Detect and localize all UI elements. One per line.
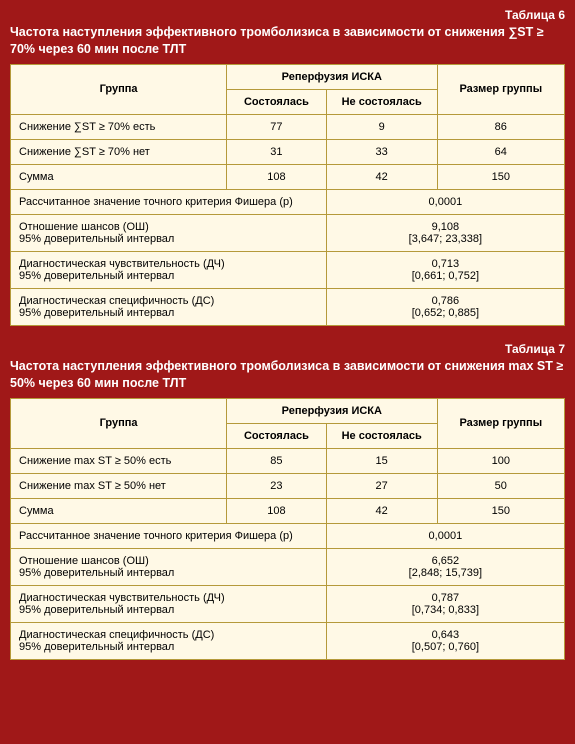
table-row: Сумма 108 42 150 <box>11 164 565 189</box>
stat-ci-value: [2,848; 15,739] <box>335 567 556 579</box>
cell: 150 <box>437 498 564 523</box>
cell: 77 <box>227 114 327 139</box>
stat-value-text: 0,786 <box>335 295 556 307</box>
stat-label: Диагностическая чувствительность (ДЧ) 95… <box>11 585 327 622</box>
th-yes: Состоялась <box>227 423 327 448</box>
stat-ci-label: 95% доверительный интервал <box>19 270 318 282</box>
stat-label-text: Диагностическая специфичность (ДС) <box>19 295 318 307</box>
stat-label-text: Диагностическая чувствительность (ДЧ) <box>19 258 318 270</box>
table-7: Группа Реперфузия ИСКА Размер группы Сос… <box>10 398 565 660</box>
stat-label: Отношение шансов (ОШ) 95% доверительный … <box>11 214 327 251</box>
page-container: Таблица 6 Частота наступления эффективно… <box>0 0 575 670</box>
row-label: Снижение max ST ≥ 50% есть <box>11 448 227 473</box>
th-yes: Состоялась <box>227 89 327 114</box>
stat-value-text: 0,643 <box>335 629 556 641</box>
stat-value-text: 0,713 <box>335 258 556 270</box>
stat-ci-value: [0,661; 0,752] <box>335 270 556 282</box>
table-row: Снижение max ST ≥ 50% есть 85 15 100 <box>11 448 565 473</box>
table-row: Снижение max ST ≥ 50% нет 23 27 50 <box>11 473 565 498</box>
th-group: Группа <box>11 64 227 114</box>
stat-value: 0,786 [0,652; 0,885] <box>326 288 564 325</box>
cell: 150 <box>437 164 564 189</box>
stat-ci-label: 95% доверительный интервал <box>19 233 318 245</box>
cell: 64 <box>437 139 564 164</box>
stat-ci-label: 95% доверительный интервал <box>19 307 318 319</box>
stat-ci-label: 95% доверительный интервал <box>19 567 318 579</box>
table-row: Сумма 108 42 150 <box>11 498 565 523</box>
stat-value: 6,652 [2,848; 15,739] <box>326 548 564 585</box>
stat-row: Диагностическая чувствительность (ДЧ) 95… <box>11 585 565 622</box>
stat-label-text: Отношение шансов (ОШ) <box>19 221 318 233</box>
stat-value-text: 0,787 <box>335 592 556 604</box>
stat-row: Диагностическая специфичность (ДС) 95% д… <box>11 622 565 659</box>
stat-value: 9,108 [3,647; 23,338] <box>326 214 564 251</box>
stat-row: Отношение шансов (ОШ) 95% доверительный … <box>11 548 565 585</box>
th-group: Группа <box>11 398 227 448</box>
stat-label-text: Диагностическая специфичность (ДС) <box>19 629 318 641</box>
th-reperf: Реперфузия ИСКА <box>227 398 438 423</box>
stat-value: 0,0001 <box>326 189 564 214</box>
th-size: Размер группы <box>437 64 564 114</box>
stat-ci-value: [3,647; 23,338] <box>335 233 556 245</box>
stat-ci-value: [0,734; 0,833] <box>335 604 556 616</box>
table-6: Группа Реперфузия ИСКА Размер группы Сос… <box>10 64 565 326</box>
stat-label-text: Рассчитанное значение точного критерия Ф… <box>19 196 293 208</box>
stat-value-text: 0,0001 <box>429 530 463 542</box>
row-label: Снижение ∑ST ≥ 70% есть <box>11 114 227 139</box>
row-label: Снижение max ST ≥ 50% нет <box>11 473 227 498</box>
cell: 27 <box>326 473 437 498</box>
th-no: Не состоялась <box>326 89 437 114</box>
table-label: Таблица 6 <box>10 8 565 22</box>
stat-value-text: 6,652 <box>335 555 556 567</box>
stat-label: Диагностическая чувствительность (ДЧ) 95… <box>11 251 327 288</box>
cell: 50 <box>437 473 564 498</box>
stat-value-text: 0,0001 <box>429 196 463 208</box>
table-title: Частота наступления эффективного тромбол… <box>10 24 565 58</box>
stat-row: Рассчитанное значение точного критерия Ф… <box>11 189 565 214</box>
stat-label: Рассчитанное значение точного критерия Ф… <box>11 189 327 214</box>
th-reperf: Реперфузия ИСКА <box>227 64 438 89</box>
cell: 33 <box>326 139 437 164</box>
cell: 108 <box>227 498 327 523</box>
stat-row: Рассчитанное значение точного критерия Ф… <box>11 523 565 548</box>
cell: 15 <box>326 448 437 473</box>
stat-value: 0,713 [0,661; 0,752] <box>326 251 564 288</box>
stat-ci-value: [0,507; 0,760] <box>335 641 556 653</box>
stat-label: Диагностическая специфичность (ДС) 95% д… <box>11 288 327 325</box>
stat-label-text: Отношение шансов (ОШ) <box>19 555 318 567</box>
stat-label: Рассчитанное значение точного критерия Ф… <box>11 523 327 548</box>
row-label: Снижение ∑ST ≥ 70% нет <box>11 139 227 164</box>
table-label: Таблица 7 <box>10 342 565 356</box>
stat-ci-label: 95% доверительный интервал <box>19 604 318 616</box>
th-size: Размер группы <box>437 398 564 448</box>
stat-value: 0,0001 <box>326 523 564 548</box>
table-row: Снижение ∑ST ≥ 70% есть 77 9 86 <box>11 114 565 139</box>
cell: 86 <box>437 114 564 139</box>
cell: 108 <box>227 164 327 189</box>
stat-ci-value: [0,652; 0,885] <box>335 307 556 319</box>
cell: 100 <box>437 448 564 473</box>
cell: 31 <box>227 139 327 164</box>
table-title: Частота наступления эффективного тромбол… <box>10 358 565 392</box>
row-label: Сумма <box>11 498 227 523</box>
cell: 9 <box>326 114 437 139</box>
stat-value: 0,643 [0,507; 0,760] <box>326 622 564 659</box>
stat-value: 0,787 [0,734; 0,833] <box>326 585 564 622</box>
table-row: Снижение ∑ST ≥ 70% нет 31 33 64 <box>11 139 565 164</box>
th-no: Не состоялась <box>326 423 437 448</box>
stat-row: Диагностическая специфичность (ДС) 95% д… <box>11 288 565 325</box>
stat-label: Отношение шансов (ОШ) 95% доверительный … <box>11 548 327 585</box>
cell: 42 <box>326 164 437 189</box>
stat-ci-label: 95% доверительный интервал <box>19 641 318 653</box>
cell: 42 <box>326 498 437 523</box>
stat-label-text: Рассчитанное значение точного критерия Ф… <box>19 530 293 542</box>
cell: 23 <box>227 473 327 498</box>
stat-row: Диагностическая чувствительность (ДЧ) 95… <box>11 251 565 288</box>
row-label: Сумма <box>11 164 227 189</box>
cell: 85 <box>227 448 327 473</box>
stat-row: Отношение шансов (ОШ) 95% доверительный … <box>11 214 565 251</box>
stat-label-text: Диагностическая чувствительность (ДЧ) <box>19 592 318 604</box>
stat-label: Диагностическая специфичность (ДС) 95% д… <box>11 622 327 659</box>
stat-value-text: 9,108 <box>335 221 556 233</box>
